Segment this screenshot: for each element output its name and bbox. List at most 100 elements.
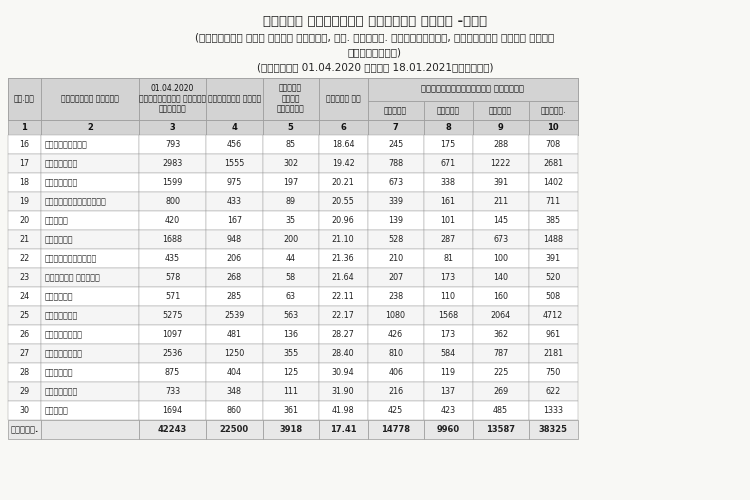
- Text: 197: 197: [283, 178, 298, 187]
- Text: बागलकोटि: बागलकोटि: [45, 349, 83, 358]
- Text: 206: 206: [226, 254, 242, 263]
- Text: 136: 136: [284, 330, 298, 339]
- Text: चिक्कबळ्ळापुर: चिक्कबळ्ळापुर: [45, 197, 106, 206]
- Text: 578: 578: [165, 273, 180, 282]
- Text: 433: 433: [226, 197, 242, 206]
- Text: तळपाय: तळपाय: [384, 106, 407, 115]
- Text: उडुपि: उडुपि: [45, 216, 69, 225]
- Text: 30.94: 30.94: [332, 368, 355, 377]
- Text: 20.96: 20.96: [332, 216, 355, 225]
- Text: 137: 137: [440, 387, 456, 396]
- Text: 145: 145: [493, 216, 508, 225]
- Text: 38325: 38325: [538, 425, 568, 434]
- Text: 167: 167: [226, 216, 242, 225]
- Text: 287: 287: [440, 235, 456, 244]
- Text: 425: 425: [388, 406, 404, 415]
- Text: 21.10: 21.10: [332, 235, 355, 244]
- Text: 31.90: 31.90: [332, 387, 355, 396]
- Text: 860: 860: [226, 406, 242, 415]
- Text: 1568: 1568: [438, 311, 458, 320]
- Text: 119: 119: [440, 368, 456, 377]
- Text: 1694: 1694: [163, 406, 182, 415]
- Text: 671: 671: [440, 159, 456, 168]
- Text: 1688: 1688: [163, 235, 182, 244]
- Text: 420: 420: [165, 216, 180, 225]
- Text: 14778: 14778: [381, 425, 410, 434]
- Text: 3: 3: [170, 123, 176, 132]
- Text: 29: 29: [20, 387, 29, 396]
- Text: 85: 85: [286, 140, 296, 149]
- Text: शिवमोग्ग: शिवमोग्ग: [45, 330, 83, 339]
- Text: 35: 35: [286, 216, 296, 225]
- Text: 216: 216: [388, 387, 404, 396]
- Text: 4: 4: [232, 123, 237, 132]
- Text: 361: 361: [284, 406, 298, 415]
- Text: 2539: 2539: [224, 311, 245, 320]
- Text: ओट्टु.: ओट्टु.: [540, 106, 566, 115]
- Text: विजयपुर: विजयपुर: [45, 311, 78, 320]
- Text: 7: 7: [393, 123, 398, 132]
- Text: 426: 426: [388, 330, 404, 339]
- Text: 385: 385: [545, 216, 561, 225]
- Text: 111: 111: [284, 387, 298, 396]
- Text: 238: 238: [388, 292, 404, 301]
- Text: 2: 2: [87, 123, 93, 132]
- Text: 800: 800: [165, 197, 180, 206]
- Text: 1097: 1097: [162, 330, 183, 339]
- Text: 355: 355: [283, 349, 298, 358]
- Text: 21: 21: [20, 235, 29, 244]
- Text: 89: 89: [286, 197, 296, 206]
- Text: 481: 481: [226, 330, 242, 339]
- Text: 22500: 22500: [220, 425, 249, 434]
- Text: 708: 708: [545, 140, 561, 149]
- Text: दक्षिण कन्नड: दक्षिण कन्नड: [45, 273, 100, 282]
- Text: 245: 245: [388, 140, 404, 149]
- Text: 2983: 2983: [162, 159, 183, 168]
- Text: 3918: 3918: [279, 425, 302, 434]
- Text: 25: 25: [20, 311, 29, 320]
- Text: 1599: 1599: [162, 178, 183, 187]
- Text: 1555: 1555: [224, 159, 245, 168]
- Text: 6: 6: [340, 123, 346, 132]
- Text: 733: 733: [165, 387, 180, 396]
- Text: 711: 711: [545, 197, 561, 206]
- Text: 140: 140: [494, 273, 508, 282]
- Text: 58: 58: [286, 273, 296, 282]
- Text: 750: 750: [545, 368, 561, 377]
- Text: 200: 200: [283, 235, 298, 244]
- Text: प्रगतियल्लिरुव मनेगळु: प्रगतियल्लिरुव मनेगळु: [421, 84, 524, 94]
- Text: बेळगावि: बेळगावि: [45, 159, 78, 168]
- Text: वार्षिक गुरि: वार्षिक गुरि: [208, 94, 261, 104]
- Text: 2536: 2536: [162, 349, 183, 358]
- Text: जिल्लेय हेसरु: जिल्लेय हेसरु: [61, 94, 119, 104]
- Text: 22.11: 22.11: [332, 292, 355, 301]
- Text: मनेगळ निर्माण प्रगति विवर -नगर: मनेगळ निर्माण प्रगति विवर -नगर: [263, 15, 487, 28]
- Text: 1333: 1333: [543, 406, 563, 415]
- Text: किटकि: किटकि: [436, 106, 460, 115]
- Text: 20.21: 20.21: [332, 178, 355, 187]
- Text: 391: 391: [545, 254, 561, 263]
- Text: 42243: 42243: [158, 425, 188, 434]
- Text: 20: 20: [20, 216, 29, 225]
- Text: 4712: 4712: [543, 311, 563, 320]
- Text: 339: 339: [388, 197, 404, 206]
- Text: 13587: 13587: [486, 425, 515, 434]
- Text: दावणगेर: दावणगेर: [45, 387, 78, 396]
- Text: 9960: 9960: [436, 425, 460, 434]
- Text: 1250: 1250: [224, 349, 245, 358]
- Text: (वाजपेयि नगर वसति योजने, डा. बिआरं. अंबेड्कर्, देवराजु अरसु वसति: (वाजपेयि नगर वसति योजने, डा. बिआरं. अंबे…: [195, 32, 554, 42]
- Text: 210: 210: [388, 254, 404, 263]
- Text: 1488: 1488: [543, 235, 563, 244]
- Text: 302: 302: [283, 159, 298, 168]
- Text: 01.04.2020
रल्लिदंते ओट्टु
मनेगळु: 01.04.2020 रल्लिदंते ओट्टु मनेगळु: [139, 84, 206, 114]
- Text: 22: 22: [20, 254, 29, 263]
- Text: (दिनांक 01.04.2020 रिंद 18.01.2021रवरेगे): (दिनांक 01.04.2020 रिंद 18.01.2021रवरेगे…: [256, 62, 494, 72]
- Text: 63: 63: [286, 292, 296, 301]
- Text: 338: 338: [441, 178, 455, 187]
- Text: 528: 528: [388, 235, 404, 244]
- Text: 173: 173: [440, 273, 456, 282]
- Text: 125: 125: [283, 368, 298, 377]
- Text: 961: 961: [545, 330, 561, 339]
- Text: 406: 406: [388, 368, 404, 377]
- Text: 9: 9: [498, 123, 503, 132]
